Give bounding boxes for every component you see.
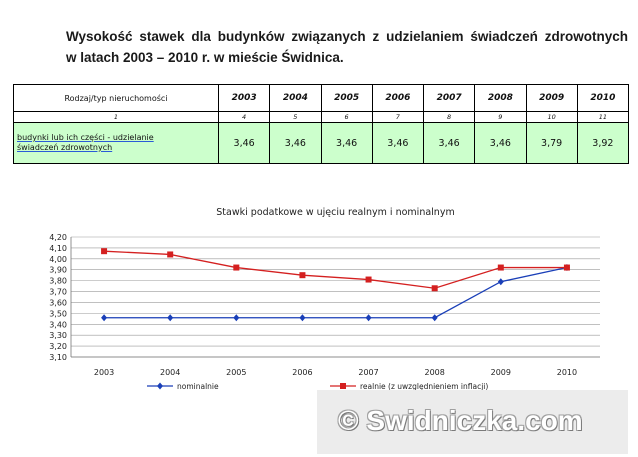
legend-marker [340,383,346,389]
data-point [233,314,240,322]
x-tick-label: 2006 [292,368,312,377]
y-tick-label: 3,20 [49,342,67,351]
data-point [299,272,306,279]
x-tick-label: 2007 [358,368,378,377]
watermark-box [317,390,628,454]
table-index-row: 1 4 5 6 7 8 9 10 11 [13,111,630,123]
y-tick-label: 3,10 [49,353,67,362]
heading-line-2: w latach 2003 – 2010 r. w mieście Świdni… [66,50,344,65]
x-tick-label: 2004 [160,368,180,377]
y-tick-label: 3,50 [49,309,67,318]
data-point [167,314,174,322]
rate-value: 3,46 [422,122,476,164]
rate-value: 3,46 [217,122,271,164]
data-point [365,314,372,322]
data-point [101,314,108,322]
rate-value: 3,92 [576,122,630,164]
y-tick-label: 3,40 [49,320,67,329]
data-point [365,276,372,283]
data-point [497,278,504,286]
chart-title: Stawki podatkowe w ujęciu realnym i nomi… [216,207,454,218]
x-tick-label: 2010 [557,368,577,377]
rate-value: 3,46 [320,122,373,164]
rate-value: 3,46 [474,122,527,164]
y-tick-label: 3,30 [49,331,67,340]
y-tick-label: 3,60 [49,298,67,307]
property-type-line-1: budynki lub ich części - udzielanie [17,133,154,142]
y-tick-label: 3,80 [49,277,67,286]
data-point [299,314,306,322]
data-point [497,264,504,271]
data-point [431,285,438,292]
x-tick-label: 2003 [94,368,114,377]
y-tick-label: 4,00 [49,255,67,264]
data-point [167,251,174,258]
rates-table: Rodzaj/typ nieruchomości 2003 2004 2005 … [13,84,630,164]
legend-label: realnie (z uwzględnieniem inflacji) [360,382,488,391]
property-type-cell: budynki lub ich części - udzielanie świa… [13,122,219,164]
y-tick-label: 3,90 [49,266,67,275]
rate-value: 3,46 [269,122,322,164]
table-row: budynki lub ich części - udzielanie świa… [13,122,630,164]
heading-line-1: Wysokość stawek dla budynków związanych … [66,29,628,44]
x-tick-label: 2009 [491,368,511,377]
data-point [563,264,570,271]
rate-value: 3,46 [371,122,425,164]
data-point [233,264,240,271]
x-tick-label: 2008 [425,368,445,377]
property-type-line-2: świadczeń zdrowotnych [17,143,113,152]
page-heading: Wysokość stawek dla budynków związanych … [66,26,628,68]
data-point [101,248,108,255]
series-line-nominal [104,266,568,319]
data-point [431,314,438,322]
y-tick-label: 3,70 [49,288,67,297]
rate-value: 3,79 [525,122,578,164]
year-header: 2003 [217,84,271,112]
x-tick-label: 2005 [226,368,246,377]
year-header: 2010 [576,84,630,112]
year-header: 2009 [525,84,578,112]
year-header: 2007 [422,84,476,112]
y-tick-label: 4,20 [49,233,67,242]
series-line-real [104,250,567,289]
legend-marker [157,382,163,390]
legend-label: nominalnie [177,382,219,391]
watermark-text: © Swidniczka.com [338,405,583,436]
y-tick-label: 4,10 [49,244,67,253]
